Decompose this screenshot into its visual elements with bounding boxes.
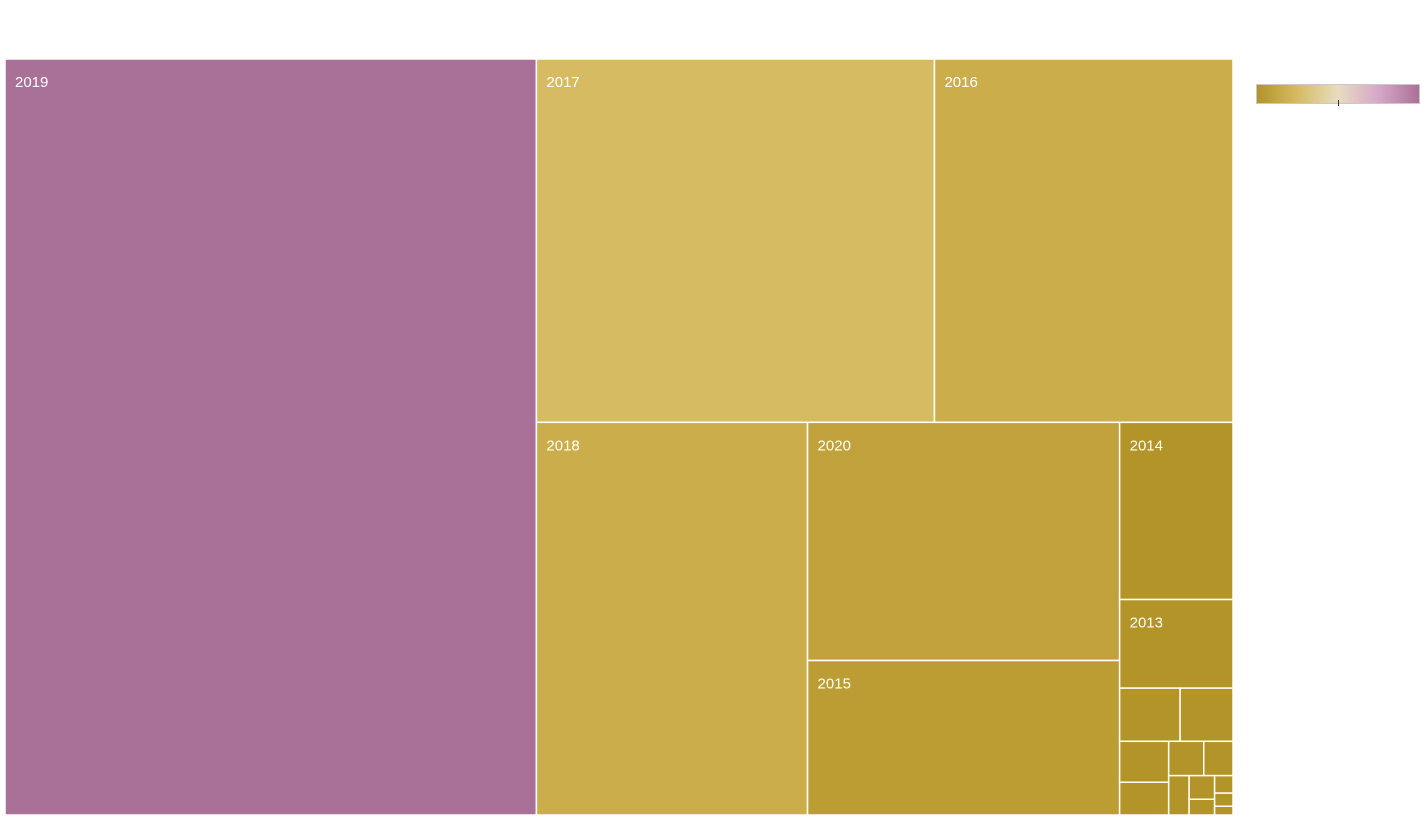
treemap-chart: 2019 2017 2016 2018 2020 2015 2014 2013 [4, 58, 1234, 816]
tile-small-17[interactable] [1213, 774, 1234, 794]
tile-label-2016: 2016 [944, 74, 977, 91]
tile-2015[interactable] [806, 659, 1121, 816]
tile-label-2020: 2020 [818, 437, 851, 454]
tile-small-11[interactable] [1118, 781, 1170, 816]
color-scale-marker [1338, 100, 1339, 106]
tile-small-10[interactable] [1118, 740, 1170, 783]
tile-2018[interactable] [535, 421, 809, 816]
tile-2014[interactable] [1118, 421, 1234, 601]
tile-small-12[interactable] [1167, 740, 1205, 777]
tile-2013[interactable] [1118, 598, 1234, 689]
tile-2019[interactable] [4, 58, 538, 816]
tile-small-8[interactable] [1118, 687, 1181, 743]
tile-small-18[interactable] [1213, 792, 1234, 808]
tile-label-2015: 2015 [818, 676, 851, 693]
tile-small-16[interactable] [1188, 798, 1216, 816]
color-legend [1256, 84, 1420, 106]
tile-small-14[interactable] [1167, 774, 1190, 816]
tile-2017[interactable] [535, 58, 936, 424]
tile-label-2014: 2014 [1130, 437, 1163, 454]
tile-small-13[interactable] [1203, 740, 1234, 777]
tile-small-9[interactable] [1179, 687, 1234, 743]
tile-label-2017: 2017 [546, 74, 579, 91]
tile-2020[interactable] [806, 421, 1121, 662]
tile-small-15[interactable] [1188, 774, 1216, 801]
tile-small-19[interactable] [1213, 805, 1234, 816]
tile-label-2013: 2013 [1130, 615, 1163, 632]
tile-label-2019: 2019 [15, 74, 48, 91]
tile-label-2018: 2018 [546, 437, 579, 454]
tile-2016[interactable] [933, 58, 1234, 424]
